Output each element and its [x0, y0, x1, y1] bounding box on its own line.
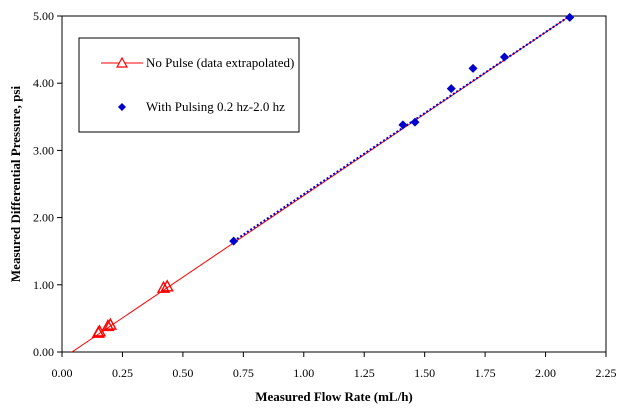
data-point-no-pulse — [103, 317, 118, 330]
x-tick-label: 0.00 — [52, 366, 73, 380]
legend-marker-pulsing — [118, 103, 126, 111]
data-point-pulsing — [398, 120, 408, 130]
x-axis-title: Measured Flow Rate (mL/h) — [255, 389, 413, 404]
y-tick-label: 2.00 — [33, 211, 54, 225]
y-tick-label: 1.00 — [33, 278, 54, 292]
x-tick-label: 1.25 — [354, 366, 375, 380]
legend: No Pulse (data extrapolated) With Pulsin… — [78, 37, 300, 133]
data-point-pulsing — [229, 236, 239, 246]
legend-label-pulsing: With Pulsing 0.2 hz-2.0 hz — [146, 99, 285, 114]
data-point-pulsing — [565, 12, 575, 22]
data-point-pulsing — [410, 117, 420, 127]
x-tick-label: 1.50 — [414, 366, 435, 380]
x-tick-label: 0.75 — [233, 366, 254, 380]
x-tick-label: 0.50 — [172, 366, 193, 380]
data-point-pulsing — [468, 63, 478, 73]
plot-area — [61, 15, 607, 353]
data-point-no-pulse — [156, 280, 171, 293]
x-tick-label: 1.00 — [293, 366, 314, 380]
y-tick-label: 4.00 — [33, 76, 54, 90]
legend-label-no-pulse: No Pulse (data extrapolated) — [146, 55, 294, 70]
data-point-pulsing — [499, 52, 509, 62]
data-point-no-pulse — [160, 279, 174, 292]
legend-box — [78, 37, 300, 133]
legend-marker-no-pulse — [115, 56, 129, 68]
x-tick-label: 0.25 — [112, 366, 133, 380]
y-axis-title: Measured Differential Pressure, psi — [8, 86, 23, 283]
y-tick-label: 5.00 — [33, 9, 54, 23]
x-tick-label: 1.75 — [475, 366, 496, 380]
data-point-pulsing — [446, 84, 456, 94]
data-point-no-pulse — [101, 319, 115, 332]
y-tick-label: 0.00 — [33, 345, 54, 359]
y-tick-label: 3.00 — [33, 143, 54, 157]
x-tick-label: 2.00 — [535, 366, 556, 380]
x-tick-label: 2.25 — [596, 366, 617, 380]
trendline-no-pulse — [71, 16, 571, 352]
trendline-pulsing — [233, 16, 571, 242]
